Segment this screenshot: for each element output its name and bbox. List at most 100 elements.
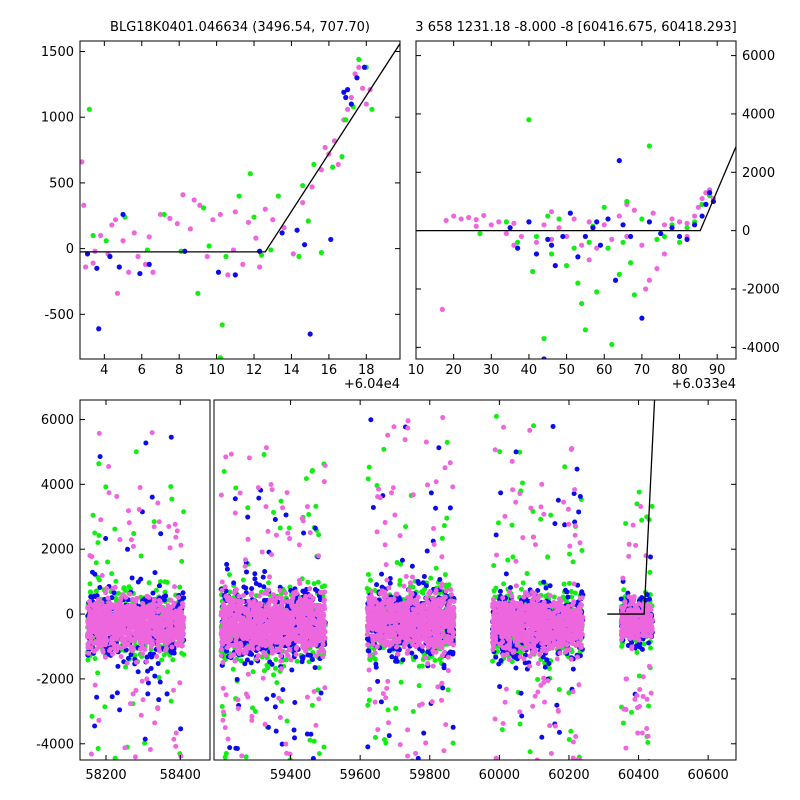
tl-point-blue — [361, 64, 368, 70]
tl-point-green — [369, 106, 375, 112]
tr-y-tick-label: -4000 — [742, 341, 780, 356]
bottom-point-magenta — [113, 620, 119, 626]
tr-point-green — [582, 327, 589, 333]
bottom-point-magenta — [269, 616, 275, 622]
bottom-point-blue — [262, 569, 268, 575]
tr-point-blue — [507, 225, 513, 231]
tl-point-magenta — [150, 269, 156, 275]
tl-point-magenta — [146, 234, 152, 240]
tr-y-tick-label: -2000 — [742, 282, 780, 297]
bottom-point-blue — [386, 648, 392, 654]
bottom-point-green — [92, 530, 98, 536]
bottom-point-green — [286, 525, 292, 531]
tr-point-magenta — [661, 251, 668, 257]
bottom-point-magenta — [170, 687, 176, 693]
tr-point-magenta — [676, 219, 683, 225]
tl-x-tick-label: 6 — [138, 363, 146, 378]
bottom-point-magenta — [173, 617, 179, 623]
bottom-point-magenta — [85, 631, 91, 637]
tr-point-green — [526, 117, 532, 123]
tr-point-blue — [545, 236, 551, 242]
tr-point-blue — [515, 245, 521, 251]
bottom-point-magenta — [178, 753, 184, 759]
bottom-point-magenta — [264, 591, 270, 597]
bottom-point-magenta — [279, 610, 285, 616]
bottom-point-magenta — [139, 678, 145, 684]
panel-top-right: 3 658 1231.18 -8.000 -8 [60416.675, 6041… — [408, 20, 780, 392]
bottom-point-magenta — [85, 650, 91, 656]
bottom-point-magenta — [129, 644, 135, 650]
tr-point-magenta — [654, 265, 660, 272]
bottom-point-magenta — [222, 584, 228, 590]
bottom-point-magenta — [269, 624, 275, 630]
bottom-point-blue — [368, 417, 374, 423]
tl-point-magenta — [230, 247, 237, 253]
tl-point-green — [219, 322, 225, 328]
bottom-point-blue — [421, 574, 427, 580]
bottom-point-blue — [150, 590, 156, 596]
tr-point-magenta — [451, 213, 457, 219]
tl-point-magenta — [80, 159, 85, 165]
bottom-point-magenta — [85, 624, 91, 630]
tl-y-tick-label: -500 — [44, 308, 74, 323]
bottom-point-magenta — [232, 658, 238, 664]
bottom-point-blue — [92, 723, 98, 729]
bottom-point-magenta — [288, 635, 294, 641]
tr-y-tick-label: 2000 — [742, 166, 775, 181]
bottom-point-green — [410, 708, 416, 714]
bottom-point-blue — [440, 685, 446, 691]
bottom-point-green — [95, 670, 101, 676]
bottom-point-magenta — [218, 646, 224, 652]
bottom-point-green — [266, 580, 272, 586]
bottom-point-green — [366, 464, 372, 470]
bottom-point-magenta — [178, 629, 184, 635]
bottom-point-green — [105, 559, 111, 565]
bottom-point-magenta — [311, 620, 317, 626]
tl-point-green — [318, 249, 325, 256]
bottom-point-green — [372, 734, 378, 740]
bottom-point-green — [271, 509, 277, 515]
bottom-point-green — [240, 577, 246, 583]
bottom-point-blue — [283, 512, 289, 518]
bottom-point-magenta — [382, 519, 388, 525]
tl-point-green — [251, 214, 257, 220]
bottom-point-magenta — [278, 666, 284, 672]
tl-point-green — [144, 247, 150, 253]
tl-point-blue — [354, 75, 360, 81]
bottom-point-magenta — [88, 638, 94, 644]
bottom-point-magenta — [135, 615, 141, 621]
tl-point-magenta — [135, 253, 141, 260]
bottom-point-green — [92, 656, 98, 662]
bottom-point-magenta — [228, 636, 234, 642]
bottom-point-magenta — [128, 635, 134, 641]
bottom-point-magenta — [223, 692, 229, 698]
bottom-point-magenta — [135, 778, 140, 783]
bottom-point-green — [170, 657, 176, 663]
tl-point-blue — [232, 272, 238, 278]
panel-top-right-frame — [415, 40, 737, 360]
bottom-point-magenta — [286, 627, 292, 633]
tl-point-blue — [137, 270, 143, 277]
bottom-point-magenta — [297, 581, 303, 587]
tr-point-magenta — [661, 222, 668, 228]
bottom-point-magenta — [167, 545, 173, 551]
bottom-point-magenta — [266, 574, 272, 580]
bottom-point-magenta — [106, 463, 112, 469]
bottom-point-blue — [232, 496, 238, 502]
bottom-point-magenta — [146, 595, 152, 601]
bottom-point-blue — [252, 571, 258, 577]
bottom-point-magenta — [236, 628, 242, 634]
bottom-point-magenta — [429, 699, 435, 705]
tl-point-magenta — [92, 248, 98, 254]
bottom-point-blue — [180, 590, 186, 596]
bottom-point-green — [95, 540, 101, 546]
tr-point-magenta — [639, 242, 645, 248]
bottom-point-green — [398, 679, 404, 685]
bottom-point-green — [432, 658, 438, 664]
bottom-point-magenta — [140, 651, 146, 657]
bottom-point-green — [365, 571, 371, 577]
tl-x-tick-label: 4 — [100, 363, 108, 378]
bottom-point-magenta — [255, 645, 261, 651]
bottom-point-green — [219, 703, 225, 709]
tl-point-blue — [301, 242, 308, 248]
